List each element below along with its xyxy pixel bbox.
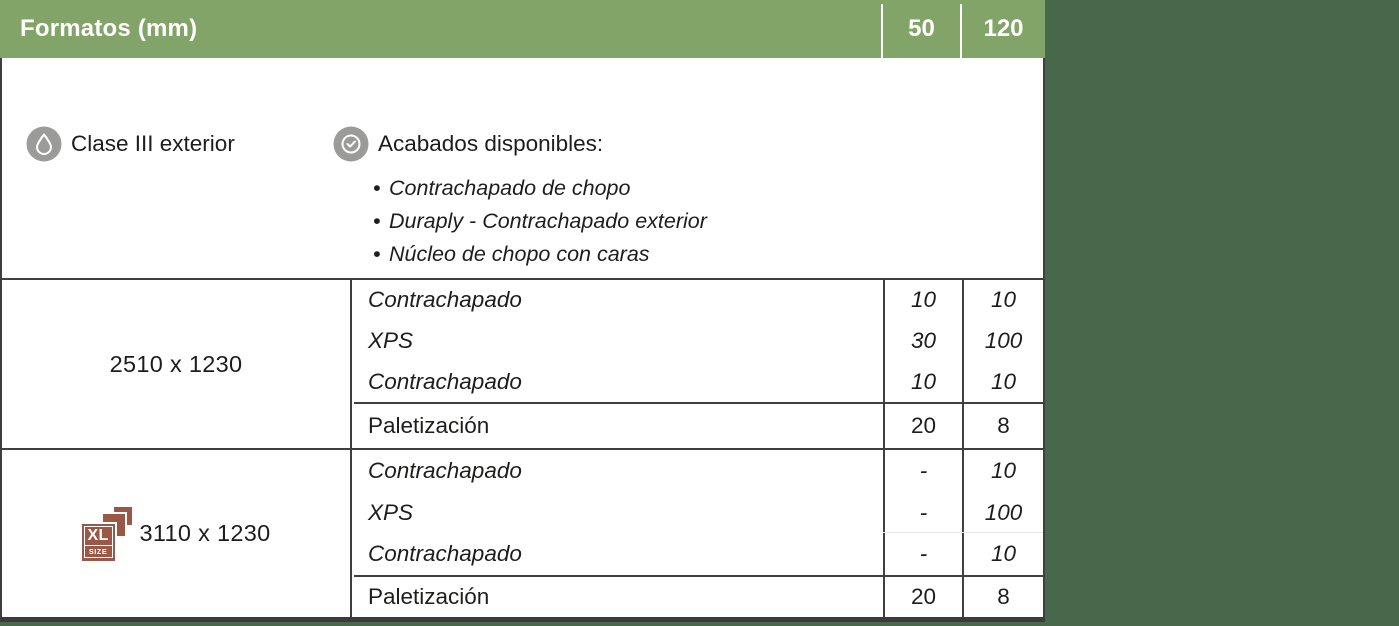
xl-size-icon: XL SIZE xyxy=(81,506,132,561)
value-50: - xyxy=(883,450,962,492)
finish-item: • Núcleo de chopo con caras xyxy=(373,238,707,271)
material-name: XPS xyxy=(368,328,414,353)
size-label: SIZE xyxy=(83,545,113,558)
table-row: XPS 30 100 xyxy=(354,320,1043,362)
value-50: - xyxy=(883,491,962,534)
header-column-divider xyxy=(960,4,962,58)
badge-seal-icon xyxy=(333,126,369,162)
material-name: Contrachapado xyxy=(368,541,522,567)
droplet-icon xyxy=(26,126,62,162)
finishes-heading: Acabados disponibles: xyxy=(333,126,603,162)
dimension-cell: 2510 x 1230 xyxy=(2,280,352,448)
xl-square-front: XL SIZE xyxy=(81,523,115,561)
dimension-cell: XL SIZE 3110 x 1230 xyxy=(2,450,352,617)
value-120: 10 xyxy=(962,533,1043,576)
dimension-label: 2510 x 1230 xyxy=(109,350,243,377)
palletization-row: Paletización 20 8 xyxy=(354,575,1043,617)
bullet: • xyxy=(373,209,381,233)
finish-item: • Duraply - Contrachapado exterior xyxy=(373,205,707,238)
material-name: Contrachapado xyxy=(368,368,522,394)
info-row: Clase III exterior Acabados disponibles:… xyxy=(2,58,1043,299)
value-50: 10 xyxy=(883,361,962,403)
class-rating: Clase III exterior xyxy=(26,126,235,162)
formats-title: Formatos (mm) xyxy=(20,15,198,42)
value-50: 20 xyxy=(883,577,962,617)
value-50: 20 xyxy=(883,404,962,448)
finish-item-text: Duraply - Contrachapado exterior xyxy=(389,209,707,233)
bullet: • xyxy=(373,176,381,200)
material-name: Contrachapado xyxy=(368,457,522,483)
value-120: 10 xyxy=(962,361,1043,403)
value-120: 10 xyxy=(962,280,1043,321)
spec-table-body: Clase III exterior Acabados disponibles:… xyxy=(0,58,1045,617)
block-rows: Contrachapado 10 10 XPS 30 100 Contracha… xyxy=(354,280,1043,448)
value-120: 8 xyxy=(962,404,1043,448)
bullet: • xyxy=(373,242,381,266)
xl-label: XL xyxy=(83,526,113,545)
format-block-3110x1230: XL SIZE 3110 x 1230 Contrachapado - 10 X… xyxy=(2,448,1043,617)
format-block-2510x1230: 2510 x 1230 Contrachapado 10 10 XPS 30 1… xyxy=(2,278,1043,448)
dimension-label: 3110 x 1230 xyxy=(139,520,271,546)
value-120: 100 xyxy=(962,491,1043,534)
value-120: 100 xyxy=(962,320,1043,362)
faint-row-divider xyxy=(883,532,1043,533)
table-row: Contrachapado - 10 xyxy=(354,533,1043,576)
material-name: Contrachapado xyxy=(368,287,522,313)
table-row: Contrachapado 10 10 xyxy=(354,361,1043,403)
finish-item-text: Contrachapado de chopo xyxy=(389,176,631,200)
column-header-50: 50 xyxy=(908,15,935,42)
finish-item-text: Núcleo de chopo con caras xyxy=(389,242,650,266)
finish-item: • Contrachapado de chopo xyxy=(373,172,707,205)
value-50: 30 xyxy=(883,320,962,362)
material-name: XPS xyxy=(368,499,414,525)
finishes-label: Acabados disponibles: xyxy=(378,131,604,156)
palletization-row: Paletización 20 8 xyxy=(354,402,1043,448)
palletization-label: Paletización xyxy=(368,584,490,609)
value-50: - xyxy=(883,533,962,576)
class-label: Clase III exterior xyxy=(71,131,235,156)
header-column-divider xyxy=(881,4,883,58)
formats-header-bar: Formatos (mm) 50 120 xyxy=(0,0,1045,58)
block-rows: Contrachapado - 10 XPS - 100 Contrachapa… xyxy=(354,450,1043,617)
value-120: 8 xyxy=(962,577,1043,617)
material-rows: Contrachapado 10 10 XPS 30 100 Contracha… xyxy=(354,280,1043,403)
table-bottom-border xyxy=(0,617,1045,622)
palletization-label: Paletización xyxy=(368,413,490,438)
table-row: XPS - 100 xyxy=(354,491,1043,534)
table-row: Contrachapado 10 10 xyxy=(354,280,1043,321)
column-header-120: 120 xyxy=(983,15,1024,42)
value-120: 10 xyxy=(962,450,1043,492)
material-rows: Contrachapado - 10 XPS - 100 Contrachapa… xyxy=(354,450,1043,576)
value-50: 10 xyxy=(883,280,962,321)
table-row: Contrachapado - 10 xyxy=(354,450,1043,492)
